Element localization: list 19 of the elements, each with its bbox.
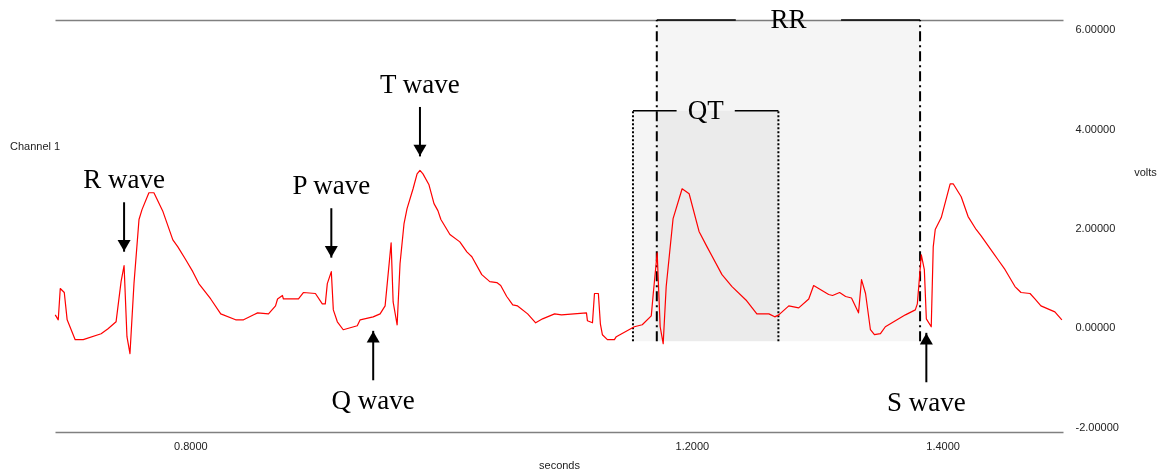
- annotation: P wave: [292, 170, 371, 201]
- text: Channel 1: [10, 140, 61, 152]
- y-axis-title: volts: [1134, 165, 1158, 178]
- annotation: Q wave: [331, 385, 415, 416]
- annotation: T wave: [380, 68, 460, 99]
- y-tick-label: 4.00000: [1075, 122, 1116, 135]
- line-series: [54, 169, 1063, 355]
- x-tick-label: 1.4000: [926, 439, 960, 452]
- y-tick-label: -2.00000: [1075, 420, 1119, 433]
- x-tick-label: 1.2000: [675, 439, 710, 452]
- y-tick-label: 0.00000: [1075, 321, 1116, 334]
- band-label: QT: [687, 94, 725, 125]
- x-tick-label: 0.8000: [174, 439, 208, 452]
- annotation: R wave: [83, 164, 165, 195]
- band-label: RR: [770, 4, 807, 34]
- y-tick-label: 2.00000: [1075, 221, 1116, 234]
- annotation: S wave: [886, 387, 966, 418]
- x-axis-title: seconds: [539, 458, 581, 471]
- y-tick-label: 6.00000: [1075, 23, 1116, 36]
